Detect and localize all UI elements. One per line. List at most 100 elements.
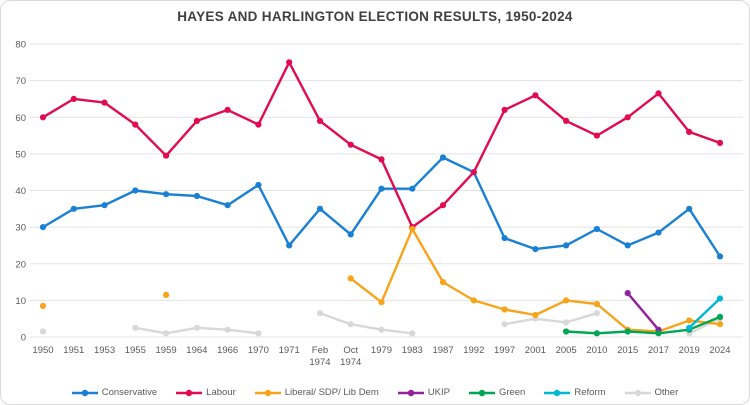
data-point-conservative [39, 224, 47, 231]
x-axis-tick-label: Oct 1974 [340, 345, 361, 368]
legend-marker-labour [176, 389, 203, 396]
data-point-liberal-sdp-lib-dem [378, 299, 385, 306]
data-point-liberal-sdp-lib-dem [163, 291, 170, 298]
chart-legend: Conservative Labour Liberal/ SDP/ Lib Dem U… [0, 387, 750, 398]
data-point-green [655, 330, 662, 337]
legend-item-other: Other [624, 387, 679, 398]
legend-item-liberal-sdp-lib-dem: Liberal/ SDP/ Lib Dem [254, 387, 379, 398]
data-point-liberal-sdp-lib-dem [532, 311, 539, 319]
data-point-reform [686, 324, 693, 331]
data-point-liberal-sdp-lib-dem [686, 317, 693, 324]
legend-item-ukip: UKIP [397, 387, 450, 398]
data-point-conservative [286, 242, 293, 249]
y-axis-tick-label: 10 [15, 296, 26, 307]
data-point-liberal-sdp-lib-dem [347, 275, 354, 282]
data-point-labour [655, 90, 662, 97]
data-point-conservative [101, 202, 108, 209]
data-point-reform [716, 295, 724, 302]
data-point-other [316, 310, 324, 317]
data-point-conservative [655, 229, 662, 236]
legend-item-labour: Labour [176, 387, 236, 398]
data-point-labour [563, 117, 570, 124]
y-axis-tick-label: 20 [15, 259, 26, 270]
data-point-conservative [593, 225, 601, 233]
data-point-labour [39, 114, 47, 121]
x-axis-tick-label: 1970 [248, 345, 269, 356]
legend-marker-ukip [397, 389, 424, 396]
y-axis-tick-label: 40 [15, 186, 26, 197]
data-point-labour [716, 139, 724, 146]
x-axis-tick-label: 1950 [32, 345, 53, 356]
legend-item-green: Green [468, 387, 525, 398]
data-point-other [132, 324, 139, 331]
data-point-other [163, 330, 170, 337]
data-point-liberal-sdp-lib-dem [501, 306, 508, 313]
data-point-liberal-sdp-lib-dem [470, 297, 477, 304]
legend-marker-conservative [71, 389, 98, 396]
data-point-labour [439, 202, 447, 209]
data-point-conservative [193, 192, 200, 200]
legend-dot-green [478, 389, 486, 396]
x-axis-tick-label: 1951 [63, 345, 84, 356]
x-axis-tick-label: 2024 [709, 345, 730, 356]
x-axis-tick-label: 2010 [586, 345, 607, 356]
series-line-reform [688, 297, 722, 329]
x-axis-tick-label: 1987 [432, 345, 453, 356]
data-point-other [378, 326, 385, 333]
legend-dot-other [634, 389, 641, 396]
legend-item-conservative: Conservative [71, 387, 158, 398]
data-point-labour [70, 95, 77, 102]
legend-label-reform: Reform [574, 387, 606, 398]
x-axis-tick-label: 1992 [463, 345, 484, 356]
data-point-conservative [316, 205, 324, 212]
legend-item-reform: Reform [544, 387, 606, 398]
data-point-conservative [501, 235, 508, 242]
y-axis-tick-label: 50 [15, 149, 26, 160]
data-point-ukip [624, 290, 631, 297]
data-point-conservative [132, 187, 139, 194]
legend-label-conservative: Conservative [101, 387, 158, 398]
data-point-labour [470, 169, 477, 176]
y-axis-tick-label: 30 [15, 223, 26, 234]
plot-area: 0 10 20 30 40 50 60 70 80 1950 1951 1953 1955 1959 196… [15, 40, 743, 368]
x-axis-tick-label: 1959 [156, 345, 177, 356]
legend-label-other: Other [654, 387, 679, 398]
data-point-green [716, 313, 724, 320]
data-point-labour [163, 152, 170, 159]
x-axis-tick-label: Feb 1974 [309, 345, 330, 368]
data-point-labour [255, 121, 262, 128]
y-axis-tick-label: 0 [21, 333, 26, 344]
y-axis-tick-label: 70 [15, 76, 26, 87]
data-point-conservative [532, 246, 539, 253]
data-point-conservative [347, 231, 354, 238]
data-point-labour [347, 141, 354, 148]
legend-dot-ukip [407, 389, 414, 396]
data-point-liberal-sdp-lib-dem [593, 300, 601, 308]
data-point-labour [101, 99, 108, 106]
series-line-ukip [626, 291, 660, 331]
legend-marker-green [468, 389, 495, 396]
legend-dot-liberal-sdp-lib-dem [264, 389, 271, 396]
x-axis-tick-label: 1997 [494, 345, 515, 356]
data-point-labour [132, 121, 139, 128]
data-point-green [593, 330, 601, 337]
data-point-other [255, 330, 262, 337]
data-point-other [193, 324, 200, 331]
x-axis-tick-label: 2005 [556, 345, 577, 356]
data-point-other [224, 326, 231, 333]
data-point-other [501, 321, 508, 328]
legend-label-labour: Labour [206, 387, 236, 398]
data-point-conservative [716, 253, 724, 260]
data-point-green [624, 328, 631, 335]
legend-marker-other [624, 389, 651, 396]
legend-dot-labour [185, 389, 193, 396]
legend-dot-conservative [81, 389, 88, 396]
data-point-conservative [224, 202, 231, 209]
y-axis-tick-label: 60 [15, 113, 26, 124]
x-axis-tick-label: 2015 [617, 345, 638, 356]
legend-label-liberal-sdp-lib-dem: Liberal/ SDP/ Lib Dem [284, 387, 379, 398]
data-point-liberal-sdp-lib-dem [439, 279, 447, 286]
data-point-liberal-sdp-lib-dem [409, 225, 416, 233]
x-axis-tick-label: 2019 [679, 345, 700, 356]
x-axis-tick-label: 1971 [279, 345, 300, 356]
